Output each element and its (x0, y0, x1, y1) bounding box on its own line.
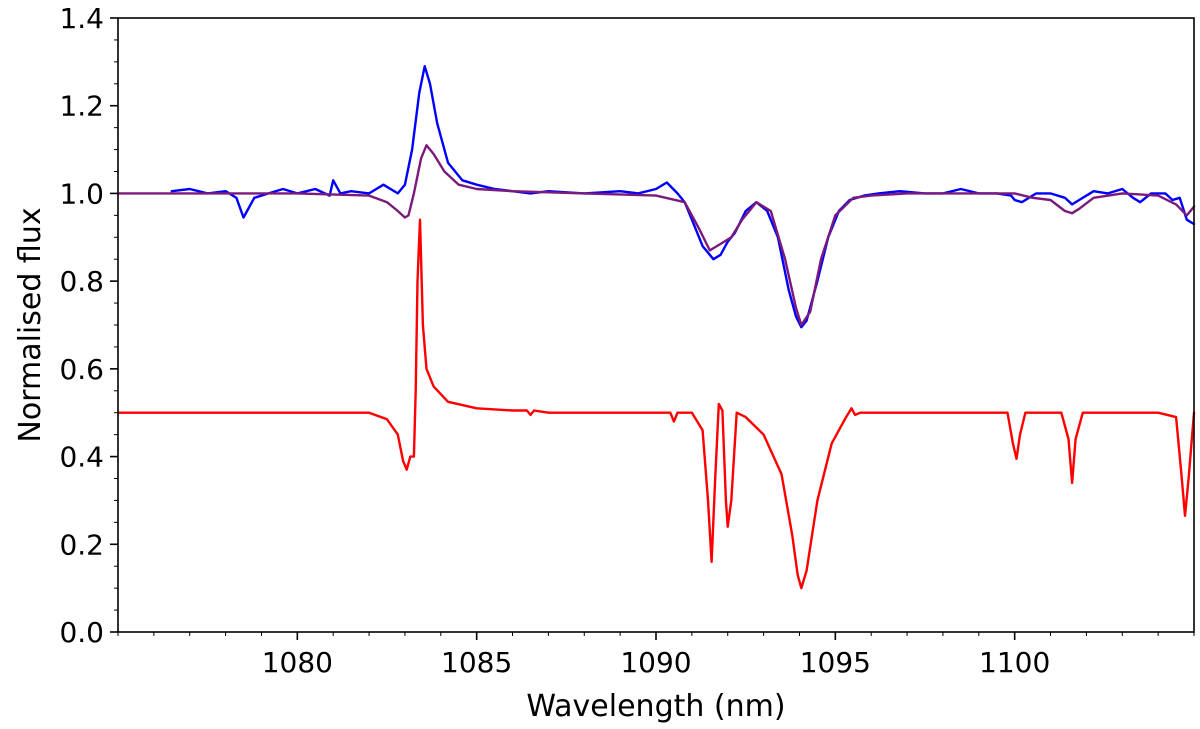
y-tick-label: 0.0 (59, 616, 104, 649)
x-tick-label: 1085 (441, 646, 512, 679)
y-tick-label: 1.4 (59, 2, 104, 35)
tick-labels: 1080 1085 1090 1095 1100 0.0 0.2 0.4 0.6 0.8 1.0 1.… (59, 2, 1050, 679)
y-tick-label: 1.2 (59, 90, 104, 123)
x-axis-title: Wavelength (nm) (526, 689, 785, 724)
y-tick-label: 0.2 (59, 528, 104, 561)
plot-frame (117, 17, 1195, 633)
series-line-3 (116, 218, 1196, 590)
x-tick-label: 1080 (262, 646, 333, 679)
y-tick-label: 1.0 (59, 177, 104, 210)
series-line-2 (116, 144, 1196, 327)
y-axis-title: Normalised flux (13, 207, 48, 442)
axis-ticks (110, 17, 1195, 640)
x-tick-label: 1090 (620, 646, 691, 679)
y-tick-label: 0.4 (59, 441, 104, 474)
series-line-1 (170, 65, 1196, 329)
y-tick-label: 0.6 (59, 353, 104, 386)
series-layer (116, 65, 1196, 590)
x-tick-label: 1100 (979, 646, 1050, 679)
x-tick-label: 1095 (800, 646, 871, 679)
y-tick-label: 0.8 (59, 265, 104, 298)
